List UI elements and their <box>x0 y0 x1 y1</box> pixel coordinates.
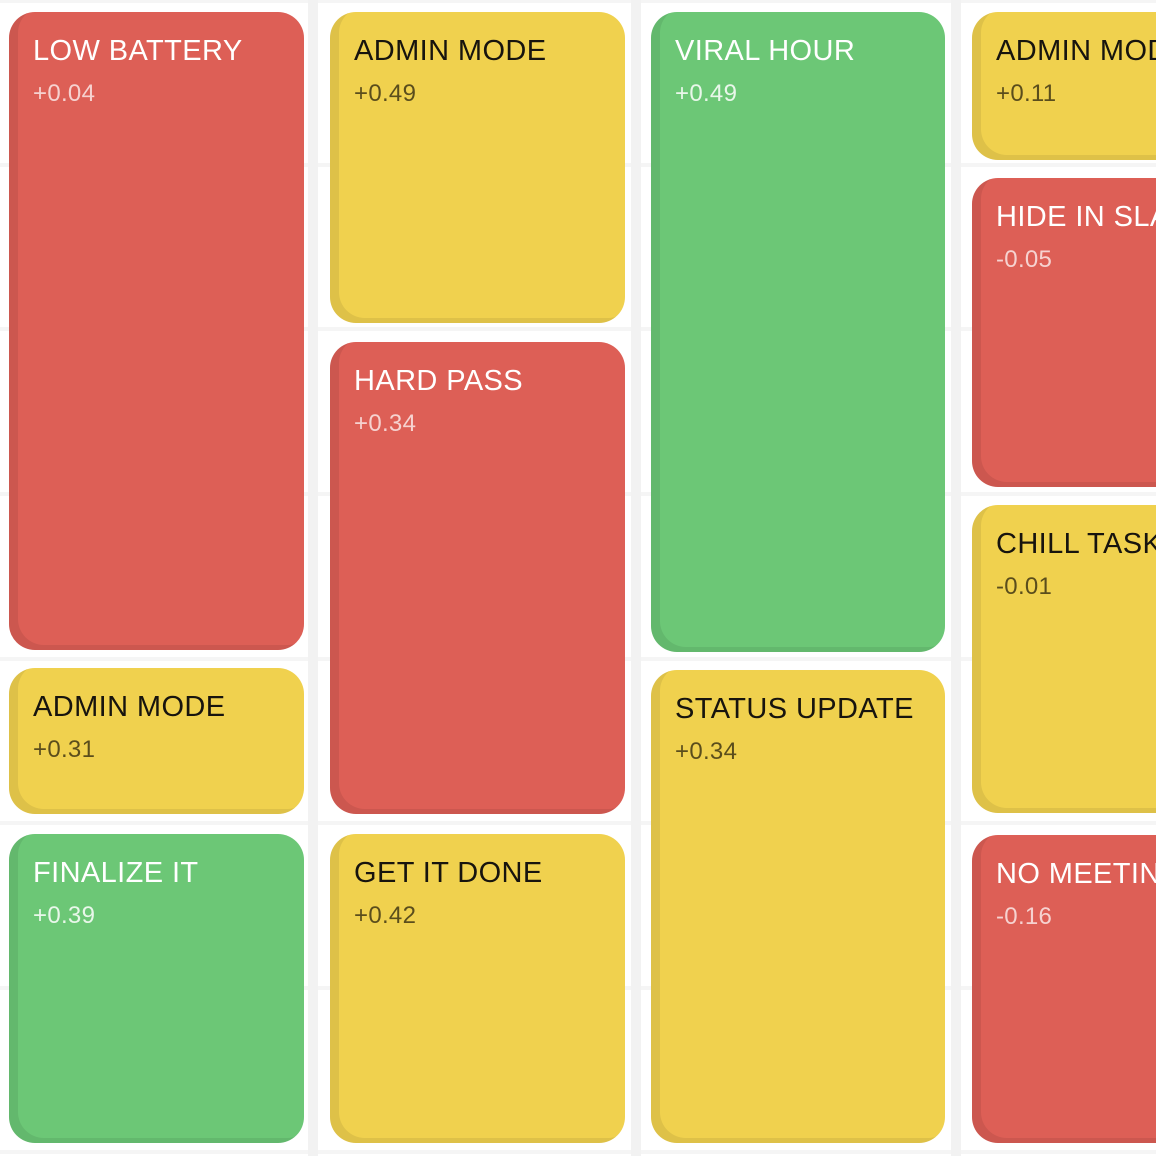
card-value: +0.34 <box>354 410 417 438</box>
card-value: +0.31 <box>33 736 96 764</box>
gridline-vertical <box>308 0 318 1156</box>
card-hard-pass[interactable]: HARD PASS +0.34 <box>330 342 625 814</box>
gridline-horizontal <box>0 1150 1156 1154</box>
card-value: -0.16 <box>996 903 1053 931</box>
card-admin-mode-1[interactable]: ADMIN MODE +0.31 <box>9 668 304 814</box>
card-status-update[interactable]: STATUS UPDATE +0.34 <box>651 670 945 1143</box>
card-title: VIRAL HOUR <box>675 35 856 67</box>
card-get-it-done[interactable]: GET IT DONE +0.42 <box>330 834 625 1143</box>
card-title: LOW BATTERY <box>33 35 243 67</box>
card-title: HIDE IN SLACK <box>996 201 1156 233</box>
card-value: +0.11 <box>996 80 1057 108</box>
gridline-vertical <box>951 0 961 1156</box>
card-title: FINALIZE IT <box>33 857 199 889</box>
card-title: ADMIN MODE <box>33 691 226 723</box>
card-value: +0.34 <box>675 738 738 766</box>
card-title: STATUS UPDATE <box>675 693 914 725</box>
gridline-horizontal <box>0 0 1156 3</box>
card-title: GET IT DONE <box>354 857 543 889</box>
card-title: NO MEETINGS <box>996 858 1156 890</box>
card-admin-mode-3[interactable]: ADMIN MODE +0.11 <box>972 12 1156 160</box>
card-hide-in-slack[interactable]: HIDE IN SLACK -0.05 <box>972 178 1156 487</box>
card-value: +0.49 <box>354 80 417 108</box>
card-value: -0.01 <box>996 573 1053 601</box>
card-value: +0.42 <box>354 902 417 930</box>
card-low-battery[interactable]: LOW BATTERY +0.04 <box>9 12 304 650</box>
card-no-meetings[interactable]: NO MEETINGS -0.16 <box>972 835 1156 1143</box>
card-viral-hour[interactable]: VIRAL HOUR +0.49 <box>651 12 945 652</box>
gridline-vertical <box>631 0 641 1156</box>
card-value: +0.04 <box>33 80 96 108</box>
card-chill-tasks[interactable]: CHILL TASKS -0.01 <box>972 505 1156 813</box>
card-admin-mode-2[interactable]: ADMIN MODE +0.49 <box>330 12 625 323</box>
card-finalize-it[interactable]: FINALIZE IT +0.39 <box>9 834 304 1143</box>
gridline-horizontal <box>0 821 1156 825</box>
card-title: ADMIN MODE <box>354 35 547 67</box>
gridline-horizontal <box>0 327 1156 331</box>
card-value: +0.39 <box>33 902 96 930</box>
card-value: +0.49 <box>675 80 738 108</box>
card-title: CHILL TASKS <box>996 528 1156 560</box>
card-title: HARD PASS <box>354 365 524 397</box>
card-value: -0.05 <box>996 246 1053 274</box>
card-title: ADMIN MODE <box>996 35 1156 67</box>
